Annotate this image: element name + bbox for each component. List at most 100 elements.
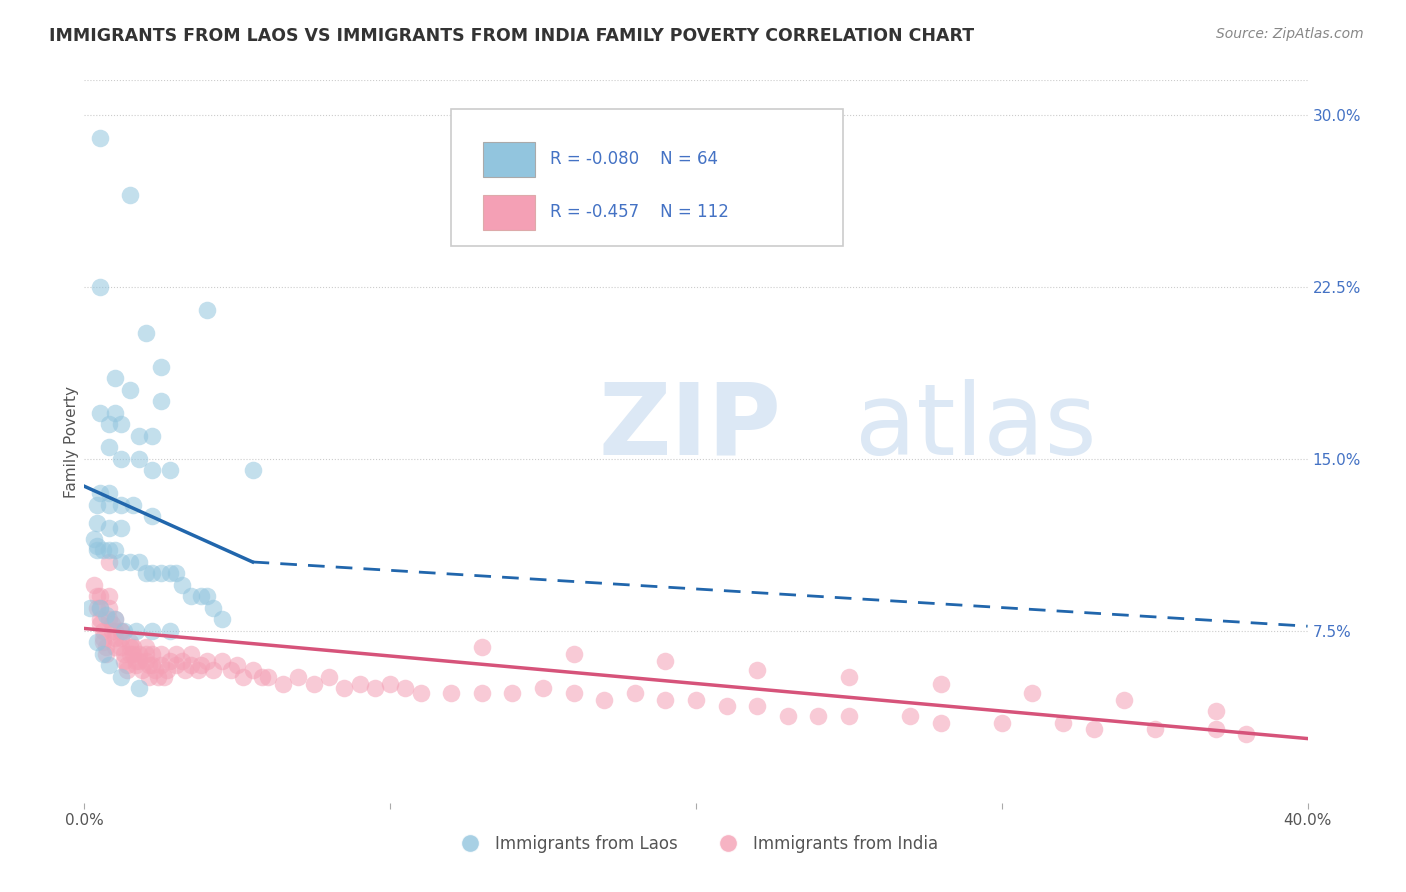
Point <box>242 463 264 477</box>
Point <box>104 612 127 626</box>
Point <box>97 498 120 512</box>
Point <box>149 394 172 409</box>
Point <box>115 663 138 677</box>
Point <box>120 555 142 569</box>
Point <box>165 647 187 661</box>
Point <box>122 640 145 654</box>
Point <box>201 600 224 615</box>
Point <box>149 658 172 673</box>
Point <box>898 708 921 723</box>
Point <box>101 616 124 631</box>
Point <box>1021 686 1043 700</box>
Point <box>165 658 187 673</box>
Point <box>104 406 127 420</box>
Point <box>440 686 463 700</box>
Point <box>110 631 132 645</box>
Point <box>86 498 108 512</box>
Point <box>172 578 194 592</box>
Point <box>89 406 111 420</box>
Point <box>318 670 340 684</box>
Point <box>190 658 212 673</box>
Point <box>716 699 738 714</box>
Point <box>624 686 647 700</box>
Point <box>149 647 172 661</box>
Point <box>195 302 218 317</box>
Point <box>180 658 202 673</box>
Point <box>97 520 120 534</box>
Point <box>112 654 135 668</box>
Point <box>159 654 181 668</box>
Point <box>776 708 799 723</box>
Point <box>89 590 111 604</box>
Text: atlas: atlas <box>855 378 1097 475</box>
Point <box>120 383 142 397</box>
Point <box>122 498 145 512</box>
Point <box>747 699 769 714</box>
Point <box>128 681 150 695</box>
Point <box>1205 704 1227 718</box>
Point <box>1236 727 1258 741</box>
Point <box>112 647 135 661</box>
Point <box>104 624 127 638</box>
Point <box>91 635 114 649</box>
Point <box>141 566 163 581</box>
Point <box>146 670 169 684</box>
Point <box>394 681 416 695</box>
Point <box>138 670 160 684</box>
Point <box>141 658 163 673</box>
Point <box>807 708 830 723</box>
Point <box>86 539 108 553</box>
Point <box>79 600 101 615</box>
Point <box>929 676 952 690</box>
Point <box>104 640 127 654</box>
Point <box>991 715 1014 730</box>
Point <box>91 543 114 558</box>
Point <box>141 463 163 477</box>
Point <box>141 509 163 524</box>
Point <box>349 676 371 690</box>
Point <box>89 616 111 631</box>
Point <box>165 566 187 581</box>
Point <box>141 429 163 443</box>
Point <box>86 543 108 558</box>
Point <box>128 654 150 668</box>
Point <box>110 640 132 654</box>
Point <box>120 635 142 649</box>
Point <box>195 654 218 668</box>
Point <box>380 676 402 690</box>
Point <box>91 647 114 661</box>
Point <box>180 590 202 604</box>
Text: R = -0.457    N = 112: R = -0.457 N = 112 <box>550 203 730 221</box>
Point <box>104 612 127 626</box>
Point <box>287 670 309 684</box>
Point <box>186 663 208 677</box>
Point <box>1052 715 1074 730</box>
Point <box>219 663 242 677</box>
Point <box>120 647 142 661</box>
Point <box>141 624 163 638</box>
Point <box>1114 692 1136 706</box>
Point <box>685 692 707 706</box>
Text: R = -0.080    N = 64: R = -0.080 N = 64 <box>550 151 718 169</box>
Point <box>89 600 111 615</box>
Point <box>135 640 157 654</box>
Point <box>91 631 114 645</box>
Point <box>104 543 127 558</box>
Point <box>141 647 163 661</box>
Point <box>1205 723 1227 737</box>
Point <box>115 658 138 673</box>
Point <box>1083 723 1105 737</box>
Point <box>110 670 132 684</box>
Text: IMMIGRANTS FROM LAOS VS IMMIGRANTS FROM INDIA FAMILY POVERTY CORRELATION CHART: IMMIGRANTS FROM LAOS VS IMMIGRANTS FROM … <box>49 27 974 45</box>
Point <box>159 624 181 638</box>
Point <box>257 670 280 684</box>
Point <box>112 624 135 638</box>
Point <box>531 681 554 695</box>
Point <box>226 658 249 673</box>
Point <box>104 631 127 645</box>
Point <box>364 681 387 695</box>
Point <box>110 624 132 638</box>
FancyBboxPatch shape <box>484 142 534 178</box>
Point <box>149 359 172 374</box>
Point <box>94 640 117 654</box>
